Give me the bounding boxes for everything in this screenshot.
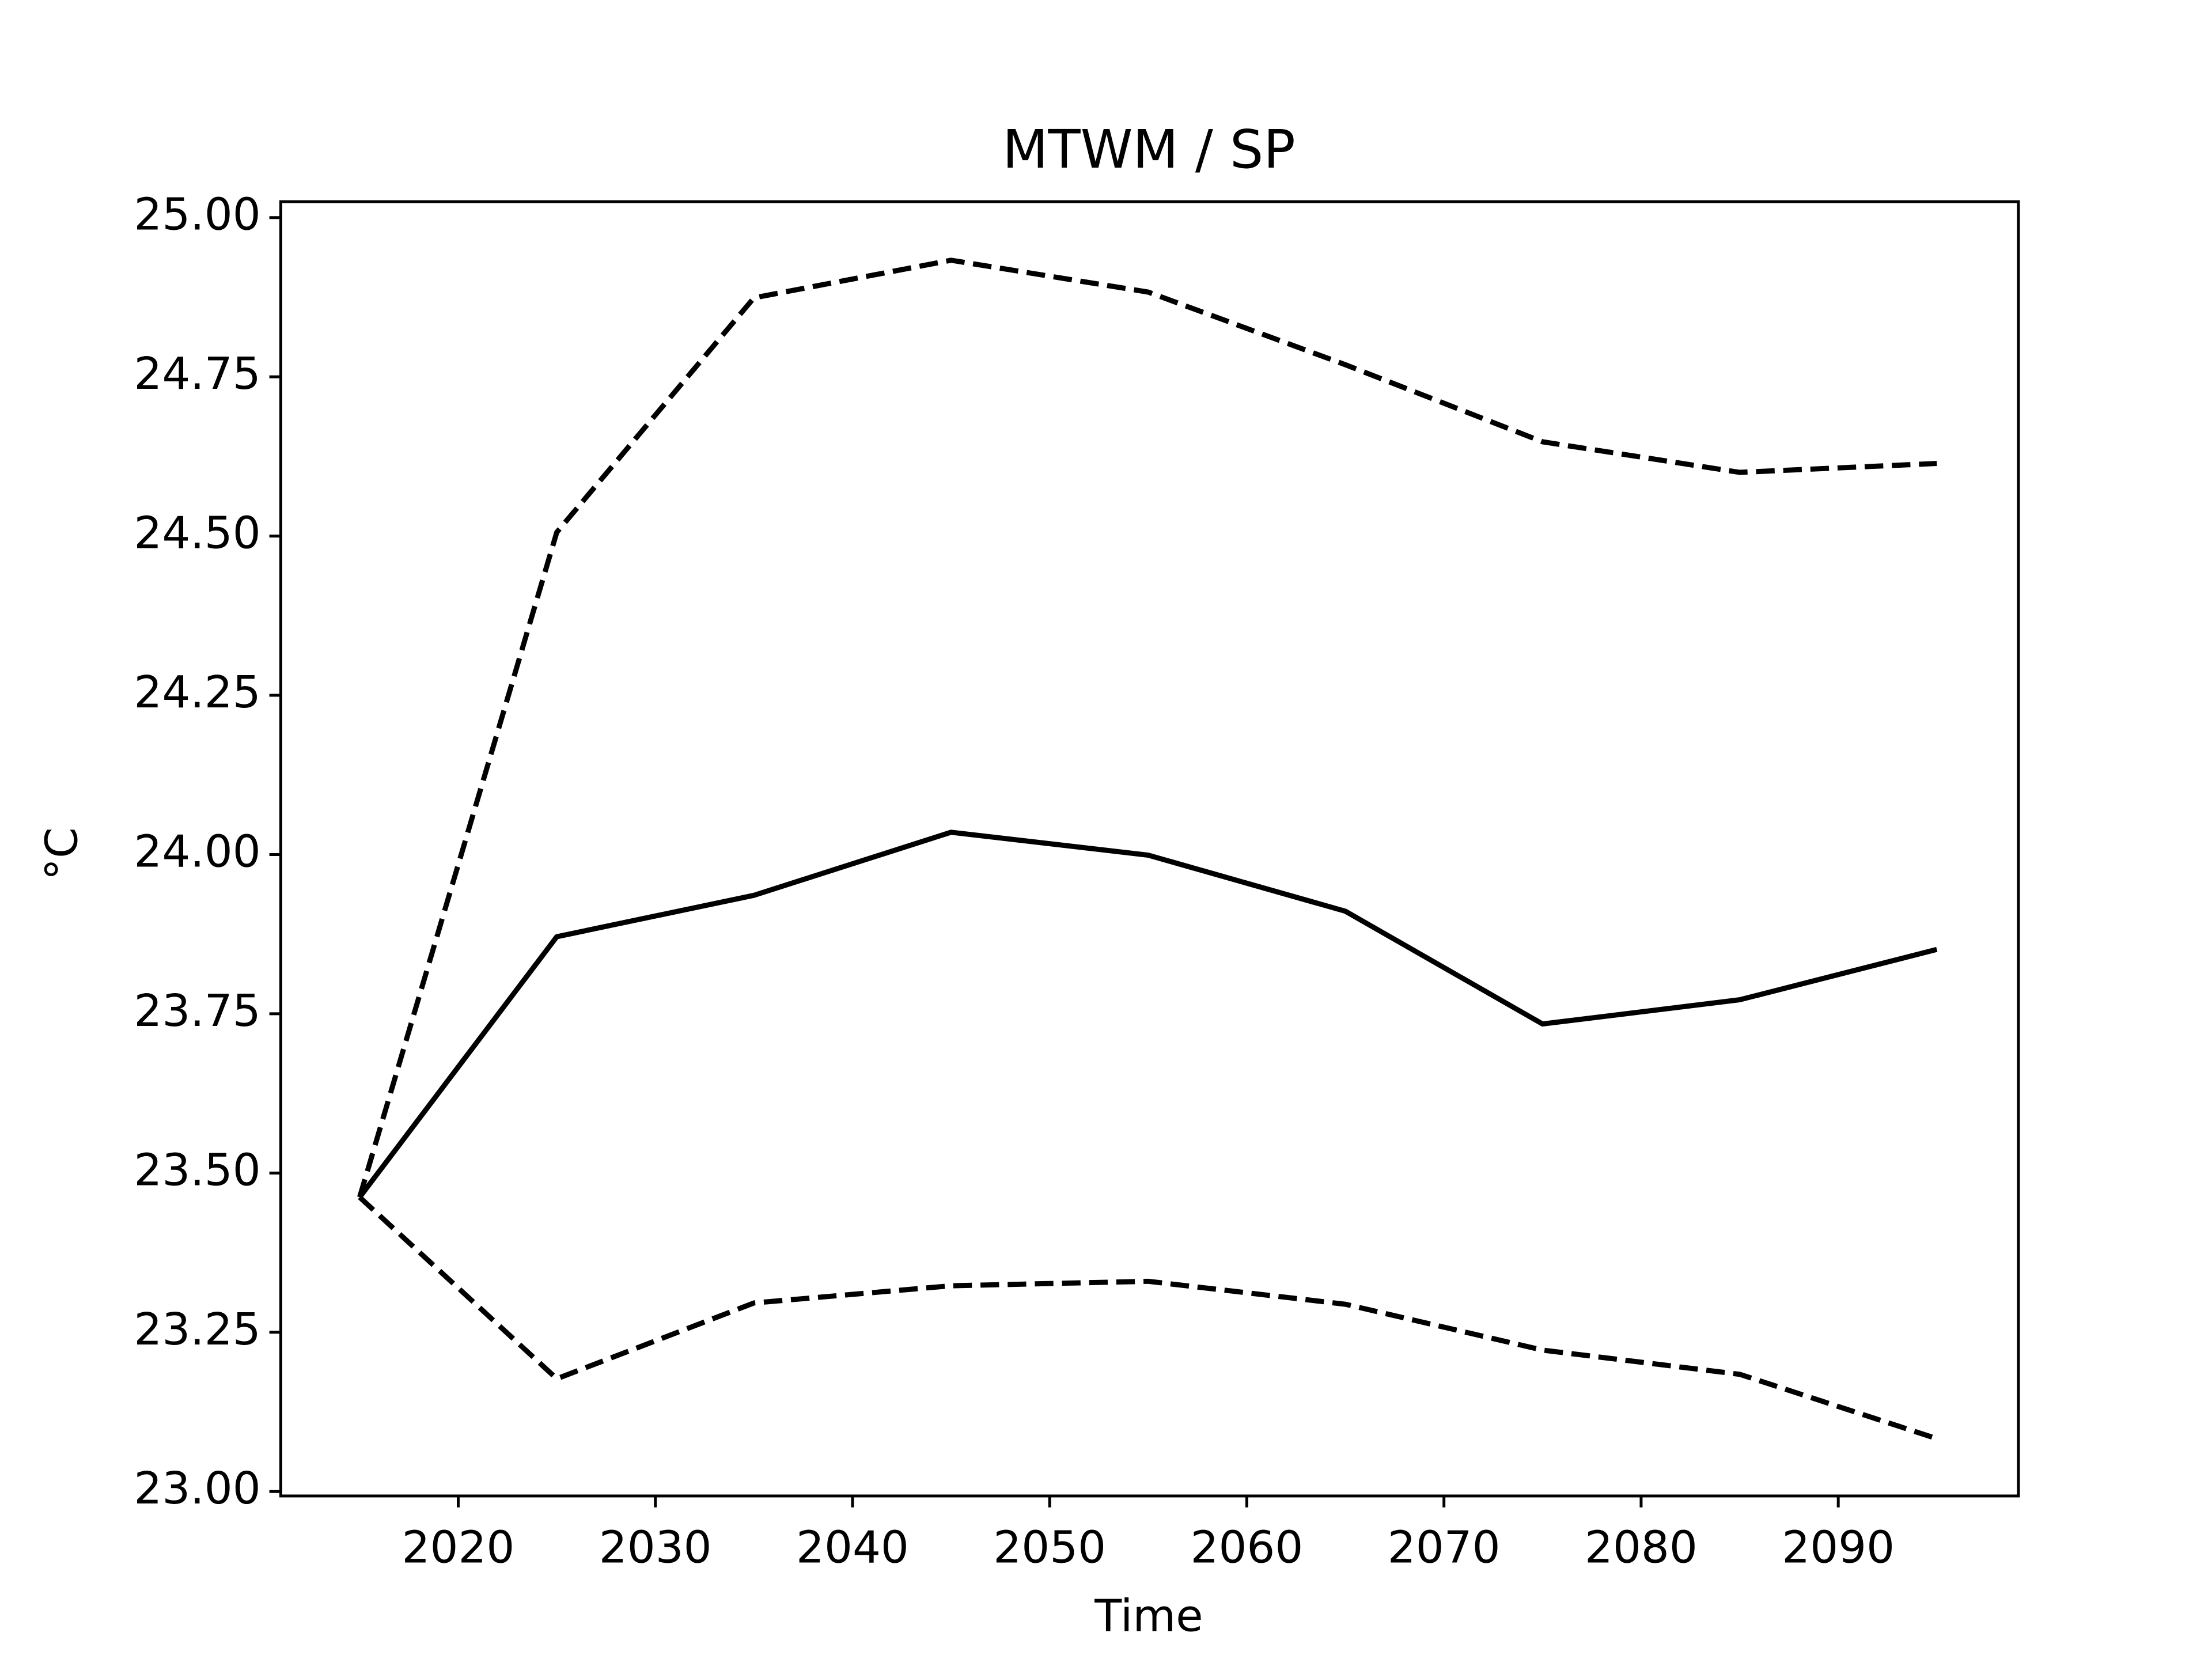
x-tick-label: 2020 <box>402 1522 515 1573</box>
plot-frame <box>279 200 2020 1498</box>
x-tick-label: 2070 <box>1388 1522 1501 1573</box>
y-tick-label: 23.25 <box>134 1304 260 1355</box>
y-tick-label: 24.75 <box>134 349 260 400</box>
y-tick-label: 23.00 <box>134 1463 260 1514</box>
y-tick-label: 24.50 <box>134 508 260 559</box>
x-tick-label: 2080 <box>1585 1522 1698 1573</box>
x-tick-label: 2040 <box>796 1522 909 1573</box>
x-tick-label: 2090 <box>1782 1522 1895 1573</box>
x-tick-label: 2030 <box>599 1522 712 1573</box>
y-tick-label: 24.00 <box>134 826 260 877</box>
y-tick-label: 23.75 <box>134 986 260 1037</box>
line-series <box>358 1195 1938 1441</box>
chart-title: MTWM / SP <box>1002 119 1296 180</box>
y-tick-label: 23.50 <box>134 1145 260 1196</box>
x-tick-label: 2050 <box>993 1522 1106 1573</box>
x-tick-label: 2060 <box>1191 1522 1304 1573</box>
line-series <box>357 257 1937 1198</box>
y-axis-label: °C <box>37 827 88 880</box>
y-tick-label: 25.00 <box>134 190 260 241</box>
y-tick-label: 24.25 <box>134 667 260 718</box>
line-series <box>357 830 1938 1199</box>
x-axis-label: Time <box>1094 1590 1203 1642</box>
